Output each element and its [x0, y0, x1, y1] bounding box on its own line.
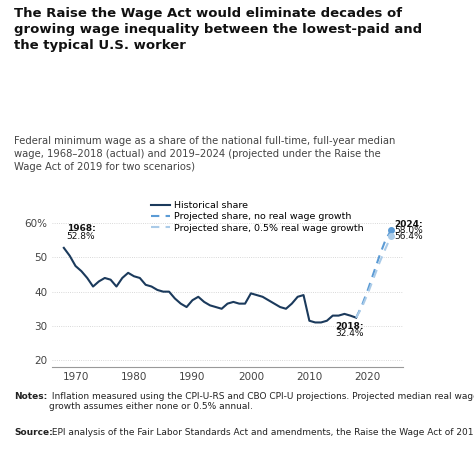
- Legend: Historical share, Projected share, no real wage growth, Projected share, 0.5% re: Historical share, Projected share, no re…: [147, 197, 368, 236]
- Text: 2024:: 2024:: [394, 221, 423, 229]
- Text: Federal minimum wage as a share of the national full-time, full-year median
wage: Federal minimum wage as a share of the n…: [14, 136, 396, 172]
- Text: The Raise the Wage Act would eliminate decades of
growing wage inequality betwee: The Raise the Wage Act would eliminate d…: [14, 7, 422, 52]
- Text: Inflation measured using the CPI-U-RS and CBO CPI-U projections. Projected media: Inflation measured using the CPI-U-RS an…: [49, 392, 474, 411]
- Text: 52.8%: 52.8%: [67, 232, 95, 241]
- Text: 58.0%: 58.0%: [394, 226, 423, 235]
- Text: 1968:: 1968:: [67, 225, 95, 233]
- Text: 2018:: 2018:: [336, 323, 364, 332]
- Text: 32.4%: 32.4%: [336, 328, 364, 337]
- Text: Notes:: Notes:: [14, 392, 47, 401]
- Text: 56.4%: 56.4%: [394, 232, 423, 241]
- Text: Source:: Source:: [14, 428, 53, 437]
- Text: EPI analysis of the Fair Labor Standards Act and amendments, the Raise the Wage : EPI analysis of the Fair Labor Standards…: [49, 428, 474, 437]
